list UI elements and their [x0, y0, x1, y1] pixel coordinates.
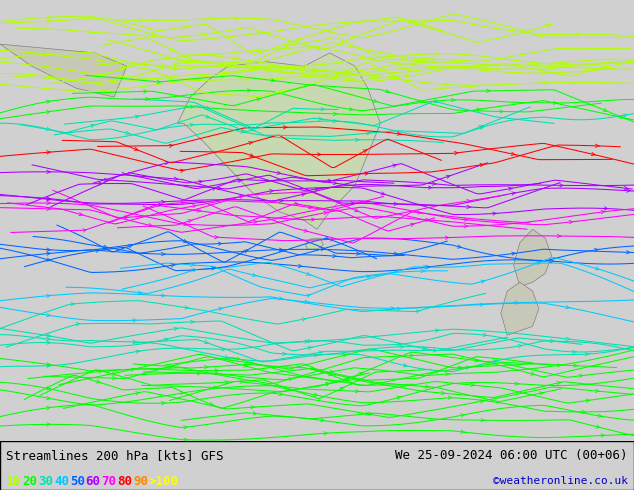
- Text: ©weatheronline.co.uk: ©weatheronline.co.uk: [493, 476, 628, 486]
- Text: 80: 80: [117, 475, 133, 488]
- Text: 40: 40: [54, 475, 69, 488]
- Text: 10: 10: [6, 475, 22, 488]
- Polygon shape: [306, 238, 323, 249]
- Polygon shape: [178, 53, 380, 229]
- Text: 60: 60: [86, 475, 101, 488]
- Polygon shape: [0, 44, 127, 97]
- Polygon shape: [501, 282, 539, 335]
- Text: 30: 30: [38, 475, 53, 488]
- Text: >100: >100: [149, 475, 179, 488]
- Text: 20: 20: [22, 475, 37, 488]
- Text: 50: 50: [70, 475, 85, 488]
- Text: 70: 70: [101, 475, 117, 488]
- Text: Streamlines 200 hPa [kts] GFS: Streamlines 200 hPa [kts] GFS: [6, 449, 224, 462]
- Text: We 25-09-2024 06:00 UTC (00+06): We 25-09-2024 06:00 UTC (00+06): [395, 449, 628, 462]
- Text: 90: 90: [133, 475, 148, 488]
- Polygon shape: [514, 229, 552, 287]
